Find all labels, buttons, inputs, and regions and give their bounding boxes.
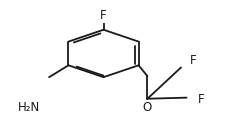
- Text: F: F: [190, 54, 197, 67]
- Text: H₂N: H₂N: [18, 101, 40, 114]
- Text: O: O: [143, 101, 152, 114]
- Text: F: F: [100, 9, 107, 22]
- Text: F: F: [198, 93, 204, 106]
